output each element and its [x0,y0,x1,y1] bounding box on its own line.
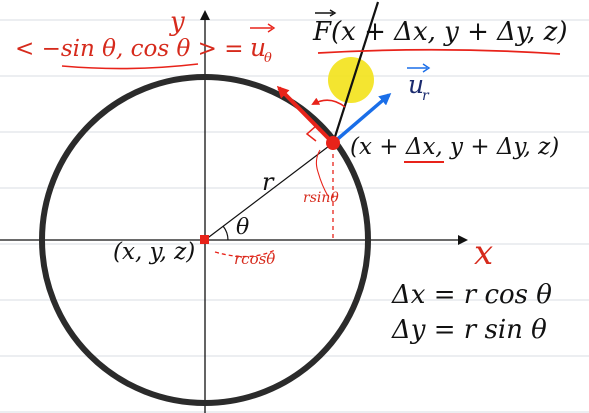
radius-line [204,142,334,241]
svg-text:θ: θ [264,51,272,66]
right-angle-mark [305,125,317,142]
equation-dy: Δy = r sin θ [391,315,547,345]
origin-label: (x, y, z) [113,239,195,265]
radius-label: r [262,168,275,196]
u-theta-definition: < −sin θ, cos θ > = u θ [15,23,276,70]
circle-path [39,74,371,406]
point-label: (x + Δx, y + Δy, z) [350,134,559,160]
rsin-label: rsinθ [303,190,339,206]
svg-text:u: u [250,33,266,62]
origin-dot [200,235,209,244]
ruled-lines [0,19,589,413]
svg-text:< −sin θ, cos θ > =: < −sin θ, cos θ > = [15,36,243,62]
highlight-spot [328,57,374,103]
angle-indicator-arrow [311,97,346,108]
force-label: F(x + Δx, y + Δy, z) [312,17,568,47]
u-r-arrow [331,93,392,145]
y-axis-label: y [169,7,185,37]
rsin-pointer [315,149,329,197]
equation-dx: Δx = r cos θ [391,280,552,310]
svg-text:u: u [408,70,424,99]
angle-arc [222,225,229,241]
point-dot [326,136,340,150]
u-r-label: u r [407,63,431,104]
u-theta-arrow [276,85,335,145]
force-vec-head [329,9,337,17]
angle-label: θ [236,215,249,240]
x-axis-label: x [474,233,493,273]
force-underline [317,48,561,55]
force-vector [331,1,380,144]
rcos-label: rcosθ [234,250,275,268]
svg-text:r: r [422,88,430,104]
rcos-dashed [214,249,276,258]
